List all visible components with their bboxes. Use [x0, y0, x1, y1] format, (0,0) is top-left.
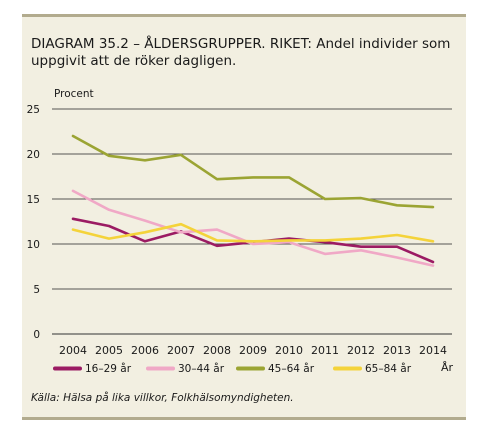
x-tick-label: 2014: [419, 344, 447, 357]
legend-label: 65–84 år: [365, 362, 412, 375]
legend-item: 65–84 år: [333, 362, 412, 375]
legend-item: 30–44 år: [146, 362, 225, 375]
y-tick-label: 15: [27, 194, 40, 206]
x-tick-label: 2006: [131, 344, 159, 357]
series-line: [71, 222, 435, 243]
y-tick-label: 20: [27, 149, 40, 161]
source-note: Källa: Hälsa på lika villkor, Folkhälsom…: [31, 392, 294, 404]
y-tick-label: 5: [33, 284, 40, 296]
chart-panel: DIAGRAM 35.2 – ÅLDERSGRUPPER. RIKET: And…: [22, 14, 466, 420]
y-tick-label: 0: [33, 329, 40, 341]
chart-title: DIAGRAM 35.2 – ÅLDERSGRUPPER. RIKET: And…: [31, 36, 451, 69]
x-tick-label: 2010: [275, 344, 303, 357]
x-tick-label: 2005: [95, 344, 123, 357]
series-line: [71, 189, 435, 267]
y-tick-label: 10: [27, 239, 40, 251]
x-tick-label: 2008: [203, 344, 231, 357]
x-tick-label: 2011: [311, 344, 339, 357]
legend-label: 45–64 år: [268, 362, 315, 375]
line-chart: 0 5 10 15 20 25 2004 2005 2006 2007 2008 2009 2010 2…: [27, 88, 454, 375]
legend-label: 16–29 år: [85, 362, 132, 375]
y-tick-label: 25: [27, 104, 40, 116]
x-tick-label: 2012: [347, 344, 375, 357]
series-line: [71, 134, 435, 209]
x-tick-label: 2004: [59, 344, 87, 357]
y-axis-label: Procent: [54, 88, 94, 100]
legend-item: 45–64 år: [236, 362, 315, 375]
legend-item: 16–29 år: [53, 362, 132, 375]
x-tick-label: 2007: [167, 344, 195, 357]
x-tick-label: 2009: [239, 344, 267, 357]
x-axis-label: År: [441, 361, 454, 374]
legend-label: 30–44 år: [178, 362, 225, 375]
x-tick-label: 2013: [383, 344, 411, 357]
